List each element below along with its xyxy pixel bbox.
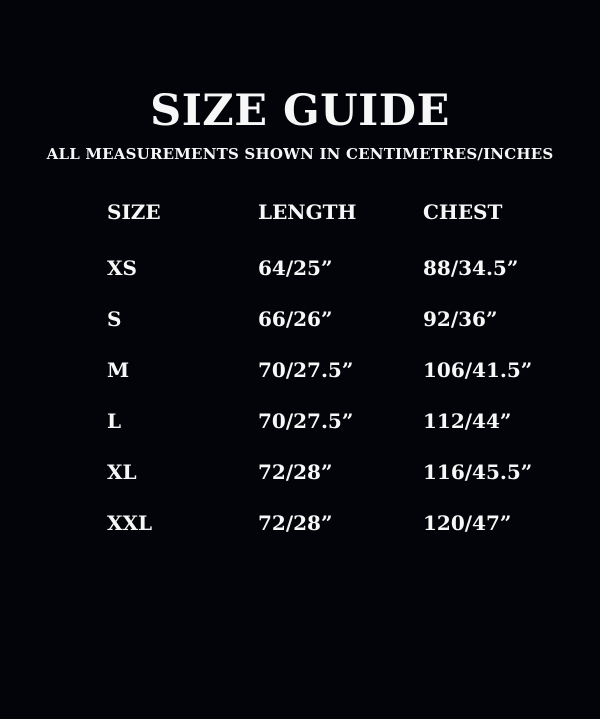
table-row: XS 64/25” 88/34.5” (107, 243, 600, 294)
length-value: 72/28” (258, 511, 333, 536)
size-label: L (107, 409, 122, 434)
page-title: SIZE GUIDE (150, 86, 450, 136)
chest-value: 116/45.5” (423, 460, 533, 485)
chest-value: 120/47” (423, 511, 512, 536)
length-value: 66/26” (258, 307, 333, 332)
length-value: 72/28” (258, 460, 333, 485)
column-header-chest: CHEST (423, 200, 503, 225)
size-label: XXL (107, 511, 153, 536)
size-table: SIZE LENGTH CHEST XS 64/25” 88/34.5” S 6… (107, 187, 600, 549)
table-row: XL 72/28” 116/45.5” (107, 447, 600, 498)
size-label: XL (107, 460, 137, 485)
table-row: L 70/27.5” 112/44” (107, 396, 600, 447)
length-value: 70/27.5” (258, 409, 354, 434)
size-label: S (107, 307, 122, 332)
length-value: 64/25” (258, 256, 333, 281)
size-label: XS (107, 256, 137, 281)
length-value: 70/27.5” (258, 358, 354, 383)
chest-value: 88/34.5” (423, 256, 519, 281)
chest-value: 112/44” (423, 409, 512, 434)
chest-value: 106/41.5” (423, 358, 533, 383)
page-subtitle: ALL MEASUREMENTS SHOWN IN CENTIMETRES/IN… (46, 144, 554, 163)
table-header-row: SIZE LENGTH CHEST (107, 187, 600, 238)
size-label: M (107, 358, 130, 383)
size-guide-page: SIZE GUIDE ALL MEASUREMENTS SHOWN IN CEN… (0, 86, 600, 719)
table-row: M 70/27.5” 106/41.5” (107, 345, 600, 396)
table-row: XXL 72/28” 120/47” (107, 498, 600, 549)
chest-value: 92/36” (423, 307, 498, 332)
table-row: S 66/26” 92/36” (107, 294, 600, 345)
column-header-size: SIZE (107, 200, 161, 225)
column-header-length: LENGTH (258, 200, 357, 225)
